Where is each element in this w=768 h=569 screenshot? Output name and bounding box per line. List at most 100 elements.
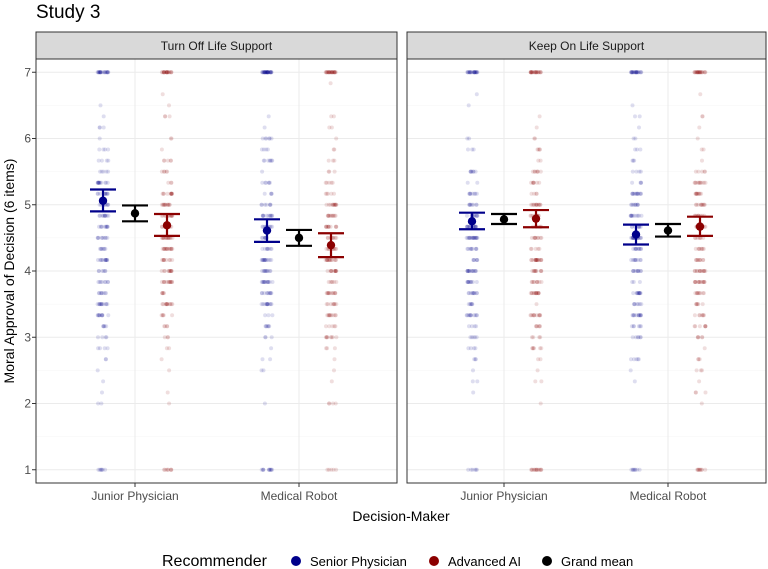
jitter-point bbox=[539, 269, 543, 273]
jitter-point bbox=[474, 70, 478, 75]
jitter-point bbox=[535, 235, 540, 240]
jitter-point bbox=[638, 191, 643, 196]
jitter-point bbox=[162, 70, 166, 75]
jitter-point bbox=[630, 313, 635, 318]
jitter-point bbox=[326, 224, 331, 229]
jitter-point bbox=[98, 258, 103, 262]
jitter-point bbox=[537, 324, 542, 329]
jitter-point bbox=[632, 202, 637, 207]
jitter-point bbox=[159, 147, 164, 152]
jitter-point bbox=[529, 70, 534, 75]
jitter-point bbox=[703, 224, 708, 229]
jitter-point bbox=[530, 467, 534, 472]
jitter-point bbox=[103, 180, 108, 185]
jitter-point bbox=[98, 246, 102, 251]
legend-title: Recommender bbox=[162, 553, 268, 569]
jitter-point bbox=[693, 180, 698, 185]
jitter-point bbox=[161, 258, 166, 262]
jitter-point bbox=[162, 280, 167, 284]
jitter-point bbox=[470, 191, 475, 196]
jitter-point bbox=[696, 291, 701, 296]
jitter-point bbox=[534, 202, 539, 207]
jitter-point bbox=[161, 258, 166, 262]
jitter-point bbox=[467, 202, 472, 207]
jitter-point bbox=[330, 180, 335, 185]
jitter-point bbox=[105, 258, 110, 262]
jitter-point bbox=[165, 70, 170, 75]
jitter-point bbox=[331, 302, 335, 307]
jitter-point bbox=[259, 235, 264, 240]
jitter-point bbox=[105, 202, 110, 207]
jitter-point bbox=[268, 202, 273, 207]
jitter-point bbox=[700, 313, 705, 318]
jitter-point bbox=[163, 246, 168, 251]
jitter-point bbox=[533, 258, 538, 262]
jitter-point bbox=[326, 202, 331, 207]
jitter-point bbox=[333, 202, 338, 207]
jitter-point bbox=[331, 114, 336, 119]
jitter-point bbox=[693, 280, 698, 284]
jitter-point bbox=[103, 70, 107, 75]
jitter-point bbox=[533, 269, 538, 273]
jitter-point bbox=[698, 70, 703, 75]
jitter-point bbox=[697, 258, 702, 262]
jitter-point bbox=[538, 70, 543, 75]
jitter-point bbox=[530, 335, 534, 340]
jitter-point bbox=[533, 202, 538, 207]
jitter-point bbox=[465, 280, 470, 284]
jitter-point bbox=[270, 467, 275, 472]
jitter-point bbox=[266, 70, 271, 75]
jitter-point bbox=[333, 269, 338, 273]
jitter-point bbox=[536, 291, 541, 296]
jitter-point bbox=[700, 335, 705, 340]
jitter-point bbox=[696, 467, 701, 472]
jitter-point bbox=[269, 70, 274, 75]
jitter-point bbox=[329, 258, 334, 262]
jitter-point bbox=[539, 467, 544, 472]
jitter-point bbox=[261, 280, 266, 284]
jitter-point bbox=[169, 467, 173, 472]
mean-point bbox=[130, 209, 140, 218]
jitter-point bbox=[267, 180, 271, 185]
jitter-point bbox=[700, 269, 705, 273]
jitter-point bbox=[265, 280, 269, 284]
jitter-point bbox=[635, 291, 640, 296]
jitter-point bbox=[693, 202, 698, 207]
jitter-point bbox=[692, 180, 697, 185]
jitter-point bbox=[161, 202, 166, 207]
jitter-point bbox=[165, 335, 170, 340]
jitter-point bbox=[105, 191, 110, 196]
jitter-point bbox=[162, 169, 167, 174]
jitter-point bbox=[694, 302, 698, 307]
jitter-point bbox=[536, 202, 541, 207]
jitter-point bbox=[166, 280, 171, 284]
jitter-point bbox=[169, 191, 174, 196]
jitter-point bbox=[265, 70, 270, 75]
jitter-point bbox=[637, 291, 642, 296]
jitter-point bbox=[326, 169, 331, 174]
jitter-point bbox=[533, 258, 538, 262]
jitter-point bbox=[96, 346, 101, 351]
jitter-point bbox=[264, 202, 269, 207]
jitter-point bbox=[97, 302, 102, 307]
jitter-point bbox=[638, 291, 643, 296]
jitter-point bbox=[325, 313, 330, 318]
jitter-point bbox=[633, 202, 638, 207]
jitter-point bbox=[465, 280, 470, 284]
jitter-point bbox=[538, 202, 543, 207]
jitter-point bbox=[329, 258, 334, 262]
jitter-point bbox=[532, 313, 537, 318]
mean-point bbox=[531, 214, 541, 223]
jitter-point bbox=[637, 224, 641, 229]
jitter-point bbox=[694, 70, 699, 75]
jitter-point bbox=[262, 202, 267, 207]
jitter-point bbox=[531, 346, 536, 351]
jitter-point bbox=[323, 191, 328, 196]
jitter-point bbox=[168, 191, 173, 196]
jitter-point bbox=[469, 302, 474, 307]
jitter-point bbox=[261, 258, 266, 262]
jitter-point bbox=[632, 379, 637, 384]
jitter-point bbox=[465, 224, 470, 229]
jitter-point bbox=[266, 324, 270, 329]
jitter-point bbox=[632, 191, 637, 196]
